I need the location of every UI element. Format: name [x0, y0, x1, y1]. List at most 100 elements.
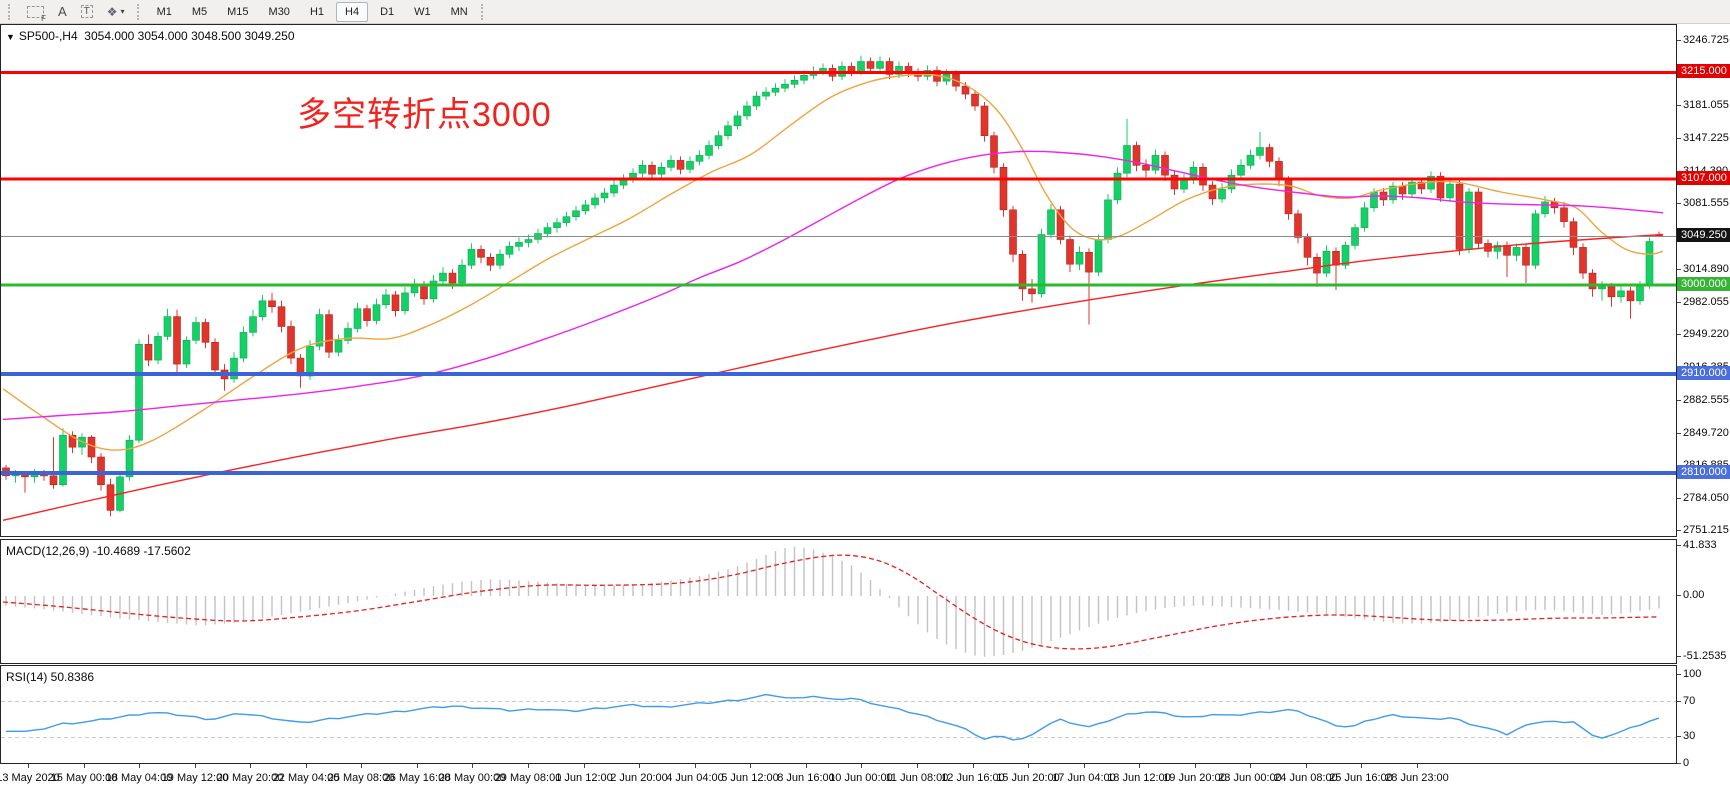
toolbar-separator-2: [480, 3, 488, 20]
slow-ma-red-line: [2, 233, 1664, 521]
rsi-tick: 70: [1677, 694, 1695, 708]
crosshair-box-tool-button[interactable]: F: [20, 2, 51, 23]
time-tick: [306, 764, 307, 768]
candles-layer: [2, 55, 1663, 517]
price-badge-3107.000: 3107.000: [1677, 171, 1730, 185]
timeframe-button-m5[interactable]: M5: [191, 5, 208, 18]
macd-indicator-panel[interactable]: MACD(12,26,9) -10.4689 -17.5602: [0, 539, 1677, 664]
time-label: 22 May 04:00: [272, 772, 340, 784]
time-tick: [417, 764, 418, 768]
time-tick: [1028, 764, 1029, 768]
time-tick: [1306, 764, 1307, 768]
time-tick: [917, 764, 918, 768]
timeframe-button-mn[interactable]: MN: [450, 5, 468, 18]
macd-tick: -51.2535: [1677, 649, 1726, 663]
ohlc-values: 3054.000 3054.000 3048.500 3049.250: [84, 29, 295, 43]
text-a-icon: A: [58, 4, 67, 19]
rsi-canvas[interactable]: [1, 666, 1676, 763]
timeframe-button-m1[interactable]: M1: [156, 5, 172, 18]
time-tick: [639, 764, 640, 768]
rsi-line: [6, 693, 1660, 741]
macd-tick: 41.833: [1677, 538, 1717, 552]
price-tick: 2849.720: [1677, 426, 1729, 440]
rsi-label: RSI(14) 50.8386: [6, 670, 95, 684]
price-axis: 3246.7253181.0553147.2253114.3903081.555…: [1677, 0, 1730, 792]
time-tick: [472, 764, 473, 768]
macd-canvas[interactable]: [1, 540, 1676, 663]
fast-ma-orange-line: [2, 73, 1664, 451]
price-tick: 2751.215: [1677, 523, 1729, 537]
current-price-badge: 3049.250: [1677, 228, 1730, 242]
dropdown-caret-icon: ▾: [120, 7, 125, 16]
timeframe-button-d1[interactable]: D1: [380, 5, 395, 18]
toolbar-drag-handle[interactable]: [8, 3, 15, 20]
price-badge-3215.000: 3215.000: [1677, 64, 1730, 78]
dashed-box-f-icon: F: [27, 5, 46, 23]
time-label: 4 Jun 04:00: [666, 772, 724, 784]
chart-annotation-text: 多空转折点3000: [297, 96, 552, 134]
macd-label: MACD(12,26,9) -10.4689 -17.5602: [6, 544, 191, 558]
time-label: 18 Jun 12:00: [1107, 772, 1171, 784]
timeframe-button-m30[interactable]: M30: [268, 5, 290, 18]
toolbar-separator: [136, 3, 144, 20]
rsi-tick: 100: [1677, 667, 1701, 681]
timeframe-button-h1[interactable]: H1: [309, 5, 324, 18]
time-tick: [1195, 764, 1196, 768]
time-tick: [584, 764, 585, 768]
time-label: 15 Jun 20:00: [996, 772, 1060, 784]
shapes-tool-button[interactable]: ❖ ▾: [100, 2, 132, 22]
price-badge-2810.000: 2810.000: [1677, 465, 1730, 479]
time-label: 26 May 16:00: [383, 772, 451, 784]
timeframe-button-w1[interactable]: W1: [414, 5, 431, 18]
time-tick: [250, 764, 251, 768]
price-chart-panel[interactable]: ▼ SP500-,H4 3054.000 3054.000 3048.500 30…: [0, 24, 1677, 537]
macd-signal-line: [2, 554, 1660, 650]
price-tick: 3081.555: [1677, 196, 1729, 210]
time-tick: [973, 764, 974, 768]
time-label: 18 May 04:00: [105, 772, 173, 784]
time-axis: 13 May 2020 15 May 00:00 18 May 04:00 19 Ma…: [0, 764, 1677, 792]
time-label: 5 Jun 12:00: [721, 772, 779, 784]
time-label: 10 Jun 00:00: [829, 772, 893, 784]
time-tick: [806, 764, 807, 768]
time-tick: [84, 764, 85, 768]
time-label: 24 Jun 08:00: [1274, 772, 1338, 784]
price-badge-3000.000: 3000.000: [1677, 277, 1730, 291]
time-label: 12 Jun 16:00: [941, 772, 1005, 784]
time-tick: [750, 764, 751, 768]
rsi-tick: 0: [1677, 756, 1689, 770]
timeframe-button-h4[interactable]: H4: [336, 1, 369, 22]
label-tool-button[interactable]: T: [74, 2, 100, 22]
price-tick: 3246.725: [1677, 33, 1729, 47]
time-label: 13 May 2020: [0, 772, 60, 784]
time-label: 17 Jun 04:00: [1052, 772, 1116, 784]
symbol-dropdown-icon[interactable]: ▼: [6, 32, 15, 42]
price-chart-canvas[interactable]: [1, 25, 1676, 536]
timeframe-button-m15[interactable]: M15: [227, 5, 249, 18]
price-tick: 3147.225: [1677, 131, 1729, 145]
text-tool-button[interactable]: A: [51, 2, 74, 22]
time-label: 11 Jun 08:00: [885, 772, 949, 784]
price-tick: 2784.050: [1677, 491, 1729, 505]
rsi-indicator-panel[interactable]: RSI(14) 50.8386: [0, 665, 1677, 764]
time-label: 25 May 08:00: [327, 772, 395, 784]
macd-tick: 0.00: [1677, 588, 1704, 602]
time-tick: [528, 764, 529, 768]
time-label: 1 Jun 12:00: [555, 772, 613, 784]
price-tick: 2949.220: [1677, 327, 1729, 341]
time-tick: [1250, 764, 1251, 768]
time-tick: [195, 764, 196, 768]
time-label: 15 May 00:00: [50, 772, 118, 784]
time-tick: [1417, 764, 1418, 768]
time-label: 19 May 12:00: [161, 772, 229, 784]
rsi-tick: 30: [1677, 729, 1695, 743]
medium-ma-magenta-line: [2, 150, 1664, 421]
time-label: 23 Jun 00:00: [1218, 772, 1282, 784]
time-tick: [139, 764, 140, 768]
time-label: 2 Jun 20:00: [610, 772, 668, 784]
time-label: 20 May 20:00: [216, 772, 284, 784]
label-t-icon: T: [80, 5, 93, 18]
price-tick: 2882.555: [1677, 393, 1729, 407]
time-label: 19 Jun 20:00: [1163, 772, 1227, 784]
